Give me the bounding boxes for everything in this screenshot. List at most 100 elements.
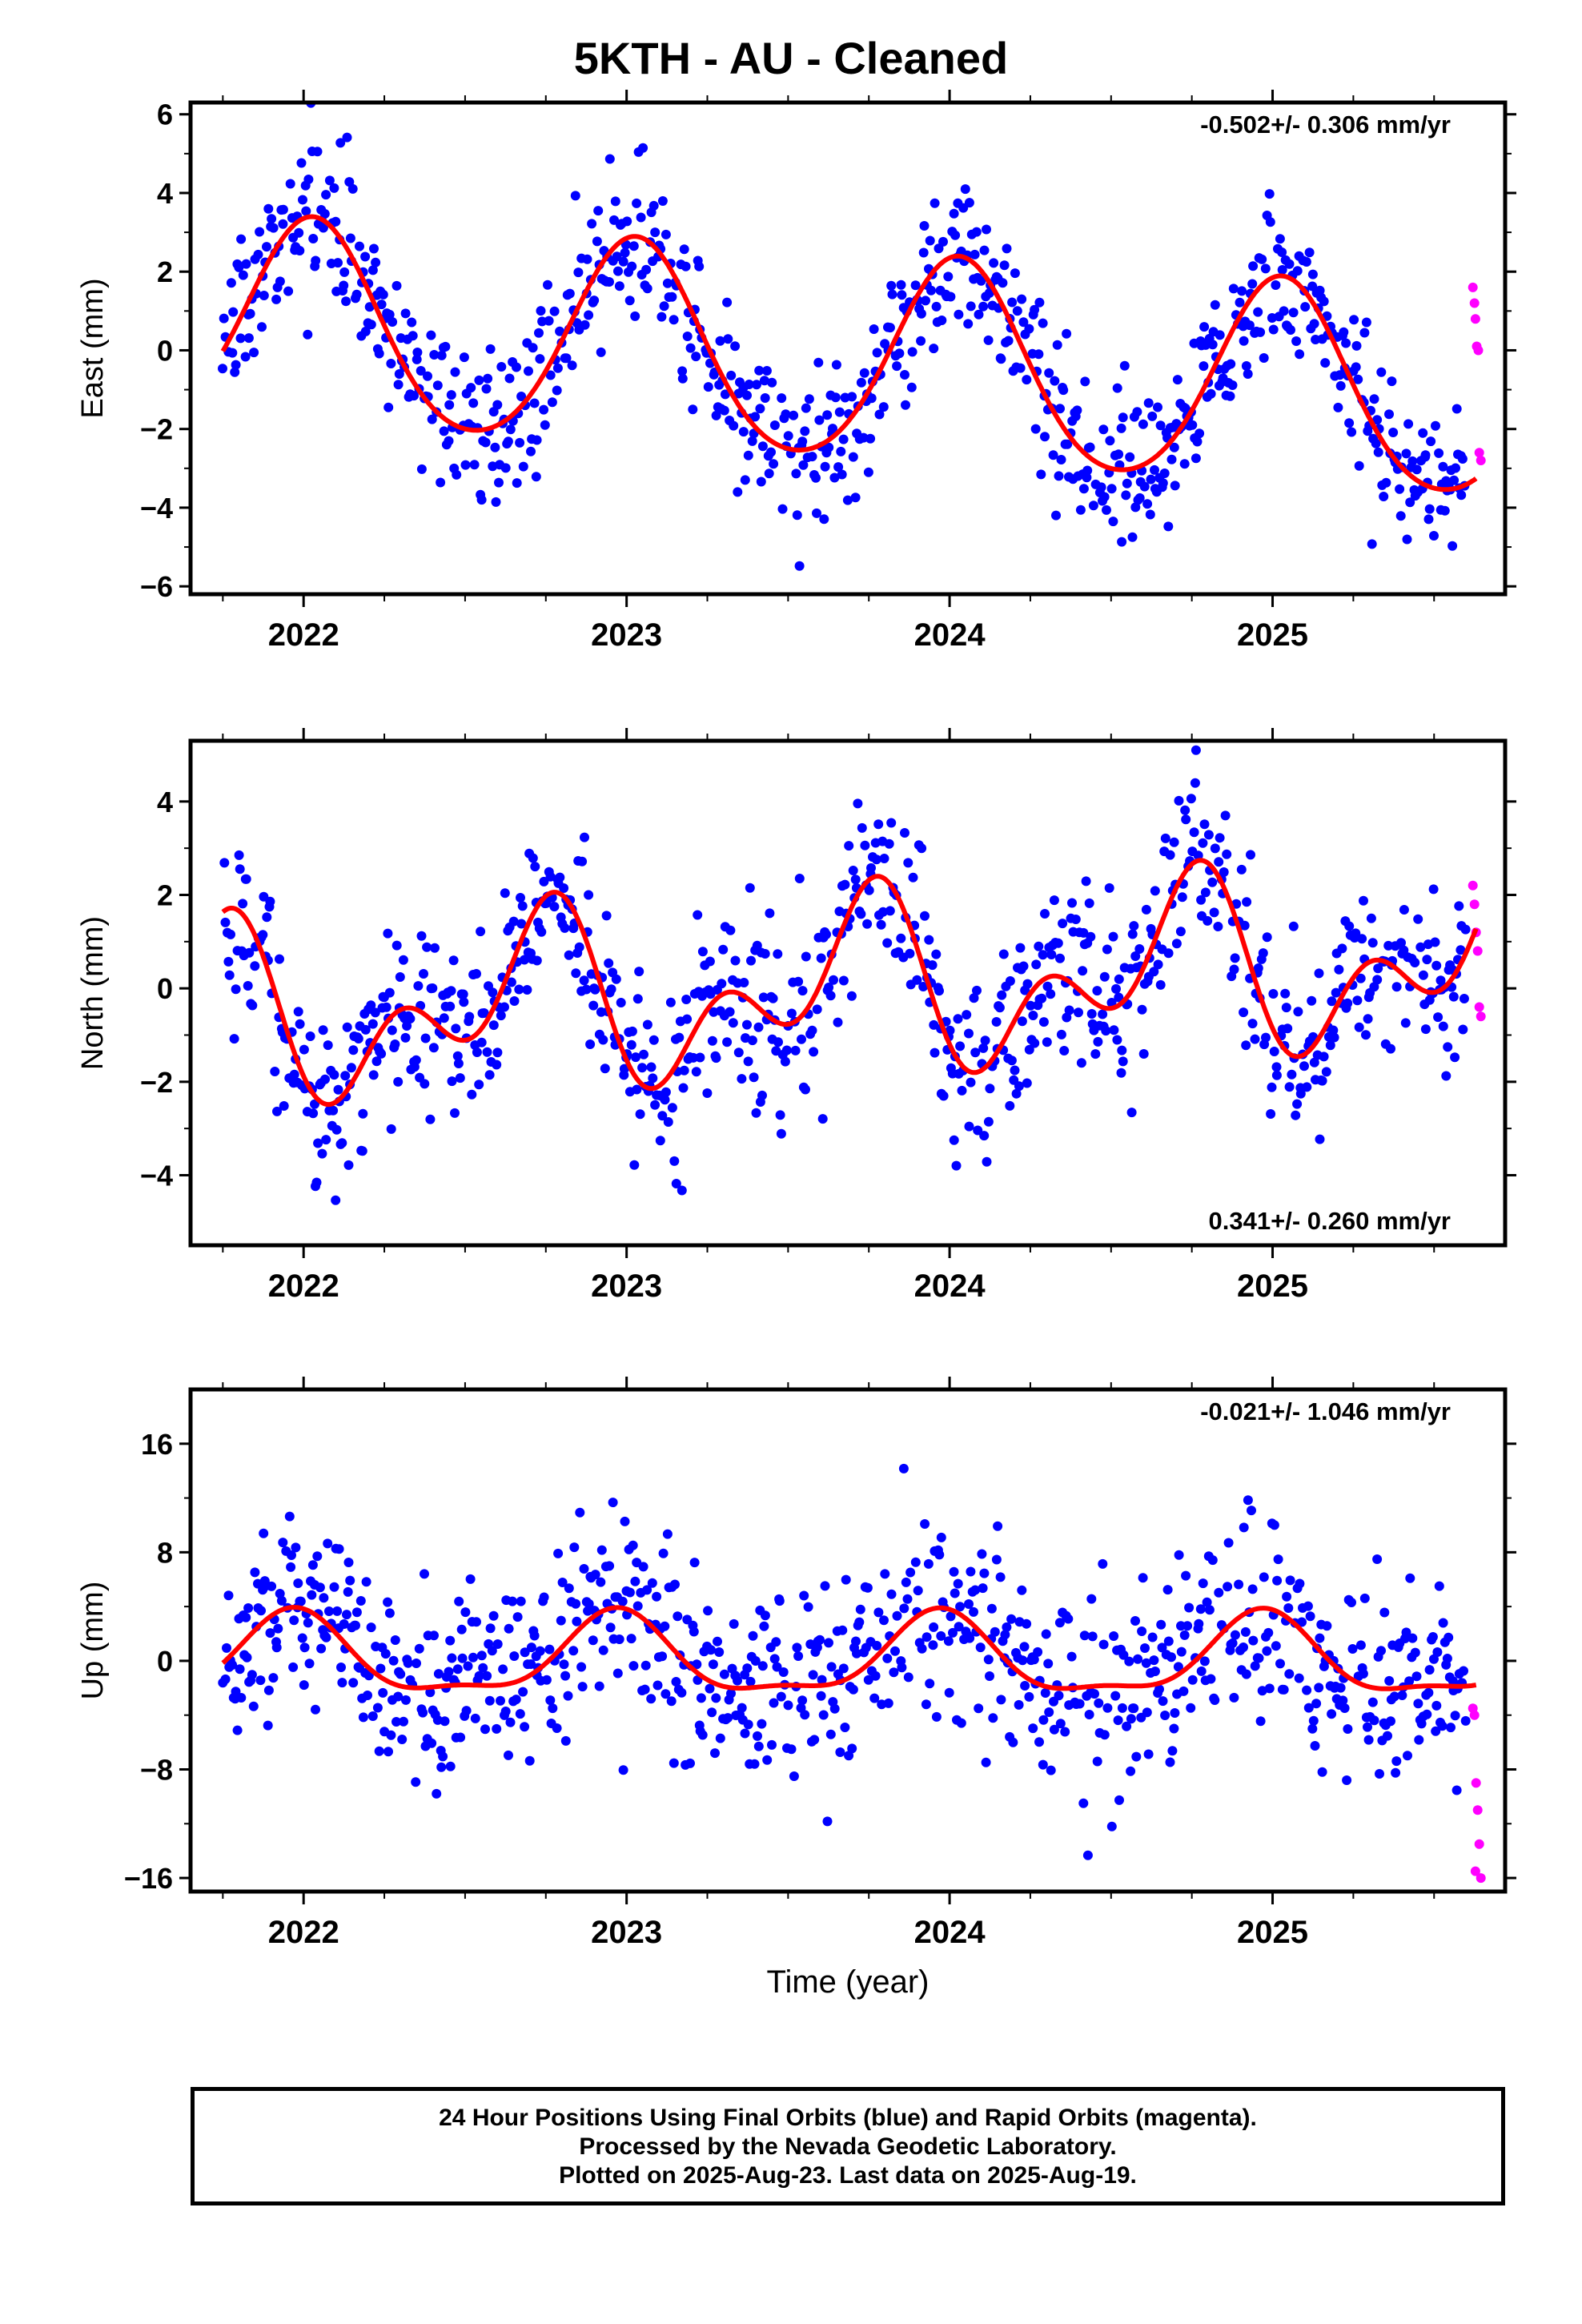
data-point-rapid (1469, 1710, 1480, 1720)
data-point-final (500, 1707, 511, 1716)
footer-line-3: Plotted on 2025-Aug-23. Last data on 202… (559, 2162, 1137, 2189)
data-point-final (913, 1586, 923, 1596)
data-point-final (1054, 1618, 1065, 1628)
data-point-final (666, 1696, 677, 1707)
data-point-final (1410, 958, 1420, 967)
data-point-final (370, 1007, 380, 1018)
data-point-final (1302, 1685, 1312, 1695)
data-point-final (528, 343, 538, 353)
data-point-final (1317, 1767, 1327, 1777)
data-point-final (753, 1731, 762, 1741)
data-point-final (1420, 450, 1431, 460)
data-point-final (1122, 1721, 1132, 1731)
data-point-final (717, 979, 727, 989)
data-point-final (955, 1602, 966, 1612)
data-point-final (1239, 1642, 1248, 1652)
data-point-final (640, 1684, 650, 1695)
data-point-final (1092, 986, 1102, 996)
data-point-final (975, 1642, 986, 1653)
data-point-final (436, 477, 446, 488)
data-point-final (1373, 447, 1383, 457)
data-point-final (889, 1667, 899, 1678)
data-point-final (983, 1655, 994, 1665)
data-point-final (657, 196, 668, 206)
data-point-final (231, 984, 241, 995)
data-point-final (552, 363, 563, 373)
data-point-final (652, 1591, 662, 1602)
data-point-final (626, 1634, 636, 1644)
data-point-final (1143, 1749, 1154, 1759)
data-point-final (919, 221, 930, 231)
data-point-final (759, 376, 769, 386)
data-point-final (516, 392, 527, 401)
data-point-final (964, 1028, 974, 1039)
data-point-final (461, 1706, 472, 1716)
data-point-final (1078, 966, 1088, 976)
data-point-final (769, 1698, 779, 1708)
data-point-final (444, 436, 454, 446)
data-point-final (1177, 892, 1187, 903)
data-point-final (1049, 895, 1059, 906)
data-point-final (1070, 915, 1081, 924)
data-point-final (1237, 286, 1247, 296)
data-point-final (1459, 1666, 1468, 1676)
data-point-final (869, 324, 879, 334)
data-point-final (560, 1671, 571, 1681)
data-point-final (943, 1636, 954, 1647)
data-point-final (430, 943, 440, 953)
data-point-final (768, 993, 778, 1003)
data-point-final (949, 208, 959, 219)
data-point-final (836, 446, 846, 456)
data-point-final (1428, 884, 1439, 895)
data-point-final (803, 1602, 813, 1612)
data-point-final (263, 1685, 274, 1695)
data-point-final (1210, 1695, 1220, 1705)
data-point-final (1426, 436, 1436, 447)
data-point-final (1203, 915, 1213, 926)
data-point-final (335, 138, 346, 148)
data-point-final (1246, 850, 1255, 860)
data-point-final (556, 1615, 566, 1626)
data-point-final (1024, 1044, 1034, 1055)
data-point-final (555, 326, 565, 336)
data-point-final (559, 883, 569, 893)
data-point-final (323, 1538, 333, 1549)
data-point-final (278, 204, 288, 215)
data-point-final (760, 393, 770, 403)
y-tick-label: 16 (141, 1428, 173, 1461)
data-point-final (760, 1610, 770, 1621)
data-point-final (361, 1577, 371, 1587)
data-point-final (467, 1089, 477, 1100)
data-point-final (648, 200, 659, 211)
data-point-final (329, 183, 339, 193)
data-point-final (1014, 1081, 1024, 1092)
data-point-final (1229, 1692, 1239, 1703)
data-point-final (1343, 1724, 1353, 1734)
data-point-final (720, 389, 730, 400)
data-point-final (427, 414, 437, 424)
data-point-final (1239, 1522, 1249, 1533)
data-point-final (243, 981, 253, 991)
data-point-final (739, 978, 749, 987)
data-point-final (371, 257, 381, 267)
data-point-final (1295, 1088, 1306, 1099)
data-point-final (1375, 1769, 1384, 1779)
data-point-final (395, 972, 405, 982)
data-point-final (1460, 1715, 1471, 1726)
data-point-final (249, 348, 259, 358)
data-point-final (447, 1076, 457, 1087)
data-point-final (669, 315, 679, 325)
data-point-final (1215, 330, 1225, 340)
data-point-final (526, 446, 536, 456)
data-point-final (1267, 1082, 1277, 1092)
data-point-final (733, 1675, 742, 1686)
data-point-final (1137, 1004, 1147, 1015)
data-point-final (1146, 474, 1156, 485)
data-point-final (481, 384, 492, 394)
data-point-final (1191, 453, 1201, 464)
data-point-final (1369, 1715, 1379, 1726)
data-point-final (703, 1606, 713, 1616)
data-point-final (520, 1647, 530, 1658)
data-point-final (622, 216, 632, 227)
data-point-final (1339, 327, 1349, 337)
